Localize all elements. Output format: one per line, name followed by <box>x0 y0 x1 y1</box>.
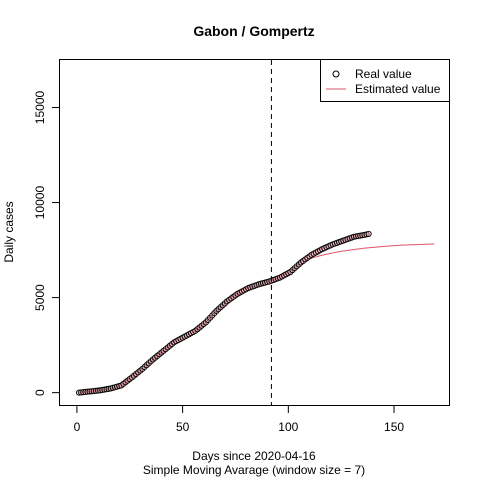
legend-marker-real <box>332 70 340 78</box>
series-line-estimated <box>78 243 435 394</box>
data-point <box>75 389 83 396</box>
y-tick-label: 15000 <box>33 91 47 125</box>
plot-area <box>75 60 435 405</box>
x-tick-label: 100 <box>278 420 298 434</box>
legend-label-real: Real value <box>355 67 412 81</box>
legend-box <box>320 59 450 102</box>
x-axis-label: Days since 2020-04-16 <box>192 449 316 463</box>
data-point <box>86 388 93 395</box>
y-tick-label: 5000 <box>33 284 47 311</box>
x-tick-label: 150 <box>384 420 404 434</box>
y-tick-label: 10000 <box>33 186 47 220</box>
y-axis: 0 5000 10000 15000 <box>33 91 60 396</box>
y-tick-label: 0 <box>33 389 47 396</box>
data-point <box>365 230 372 237</box>
chart-title: Gabon / Gompertz <box>193 23 314 39</box>
data-point <box>84 388 91 395</box>
x-axis-sublabel: Simple Moving Avarage (window size = 7) <box>143 463 365 477</box>
y-axis-label: Daily cases <box>2 201 16 262</box>
x-tick-label: 50 <box>176 420 190 434</box>
x-axis: 0 50 100 150 <box>74 405 404 434</box>
x-tick-label: 0 <box>74 420 81 434</box>
plot-frame <box>59 59 450 406</box>
legend-label-estimated: Estimated value <box>355 82 441 96</box>
legend: Real value Estimated value <box>320 59 450 102</box>
